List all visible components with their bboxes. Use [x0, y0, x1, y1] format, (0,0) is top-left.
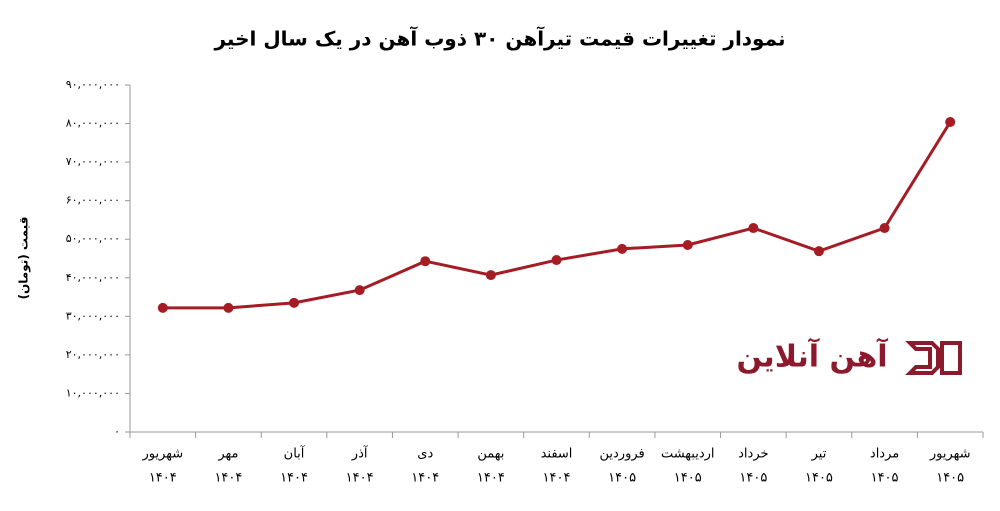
y-tick-label: ۵۰,۰۰۰,۰۰۰ — [66, 232, 120, 245]
y-axis-label: قیمت (تومان) — [17, 217, 32, 300]
x-tick-label: اسفند — [541, 447, 573, 462]
y-tick-label: ۹۰,۰۰۰,۰۰۰ — [66, 78, 120, 91]
y-tick-label: ۲۰,۰۰۰,۰۰۰ — [66, 348, 120, 361]
x-tick-label: خرداد — [738, 447, 768, 462]
x-tick-label: دی — [417, 447, 433, 462]
point — [748, 223, 759, 234]
x-tick-label: ۱۴۰۴ — [411, 471, 439, 486]
x-tick-label: آبان — [284, 445, 306, 462]
point — [813, 246, 824, 257]
chart-title: نمودار تغییرات قیمت تیرآهن ۳۰ ذوب آهن در… — [213, 26, 785, 51]
x-tick-label: شهریور — [929, 447, 971, 462]
x-tick-label: ۱۴۰۴ — [346, 471, 374, 486]
x-tick-label: بهمن — [477, 447, 504, 462]
y-tick-label: ۸۰,۰۰۰,۰۰۰ — [66, 117, 120, 130]
point — [485, 270, 496, 281]
x-tick-label: تیر — [811, 447, 827, 462]
point — [945, 117, 956, 128]
y-tick-label: ۰ — [114, 425, 120, 438]
x-tick-label: ۱۴۰۴ — [280, 471, 308, 486]
x-tick-label: ۱۴۰۵ — [936, 471, 964, 486]
x-tick-label: ۱۴۰۵ — [805, 471, 833, 486]
y-tick-label: ۱۰,۰۰۰,۰۰۰ — [66, 386, 120, 399]
point — [420, 256, 431, 267]
point — [551, 255, 562, 266]
watermark: آهن آنلاین — [736, 338, 888, 375]
point — [354, 285, 365, 296]
x-tick-label: ۱۴۰۴ — [477, 471, 505, 486]
x-tick-label: اردیبهشت — [661, 447, 715, 462]
x-tick-label: ۱۴۰۵ — [739, 471, 767, 486]
y-tick-label: ۳۰,۰۰۰,۰۰۰ — [66, 309, 120, 322]
x-tick-label: ۱۴۰۴ — [214, 471, 242, 486]
x-tick-label: مرداد — [870, 447, 899, 462]
x-tick-label: شهریور — [141, 447, 183, 462]
x-tick-label: فروردین — [599, 447, 644, 462]
y-tick-label: ۶۰,۰۰۰,۰۰۰ — [66, 194, 120, 207]
point — [289, 297, 300, 308]
y-tick-label: ۷۰,۰۰۰,۰۰۰ — [66, 155, 120, 168]
point — [157, 302, 168, 313]
x-tick-label: ۱۴۰۴ — [543, 471, 571, 486]
line — [162, 121, 952, 310]
point — [879, 223, 890, 234]
x-tick-label: ۱۴۰۴ — [149, 471, 177, 486]
point — [682, 240, 693, 251]
x-tick-label: آذر — [351, 445, 369, 462]
point — [617, 243, 628, 254]
x-tick-label: مهر — [217, 447, 238, 462]
y-tick-label: ۴۰,۰۰۰,۰۰۰ — [66, 271, 120, 284]
x-tick-label: ۱۴۰۵ — [608, 471, 636, 486]
logo-mark — [905, 341, 962, 375]
point — [223, 302, 234, 313]
x-tick-label: ۱۴۰۵ — [674, 471, 702, 486]
x-tick-label: ۱۴۰۵ — [871, 471, 899, 486]
logo: آهن آنلاین — [736, 338, 962, 375]
